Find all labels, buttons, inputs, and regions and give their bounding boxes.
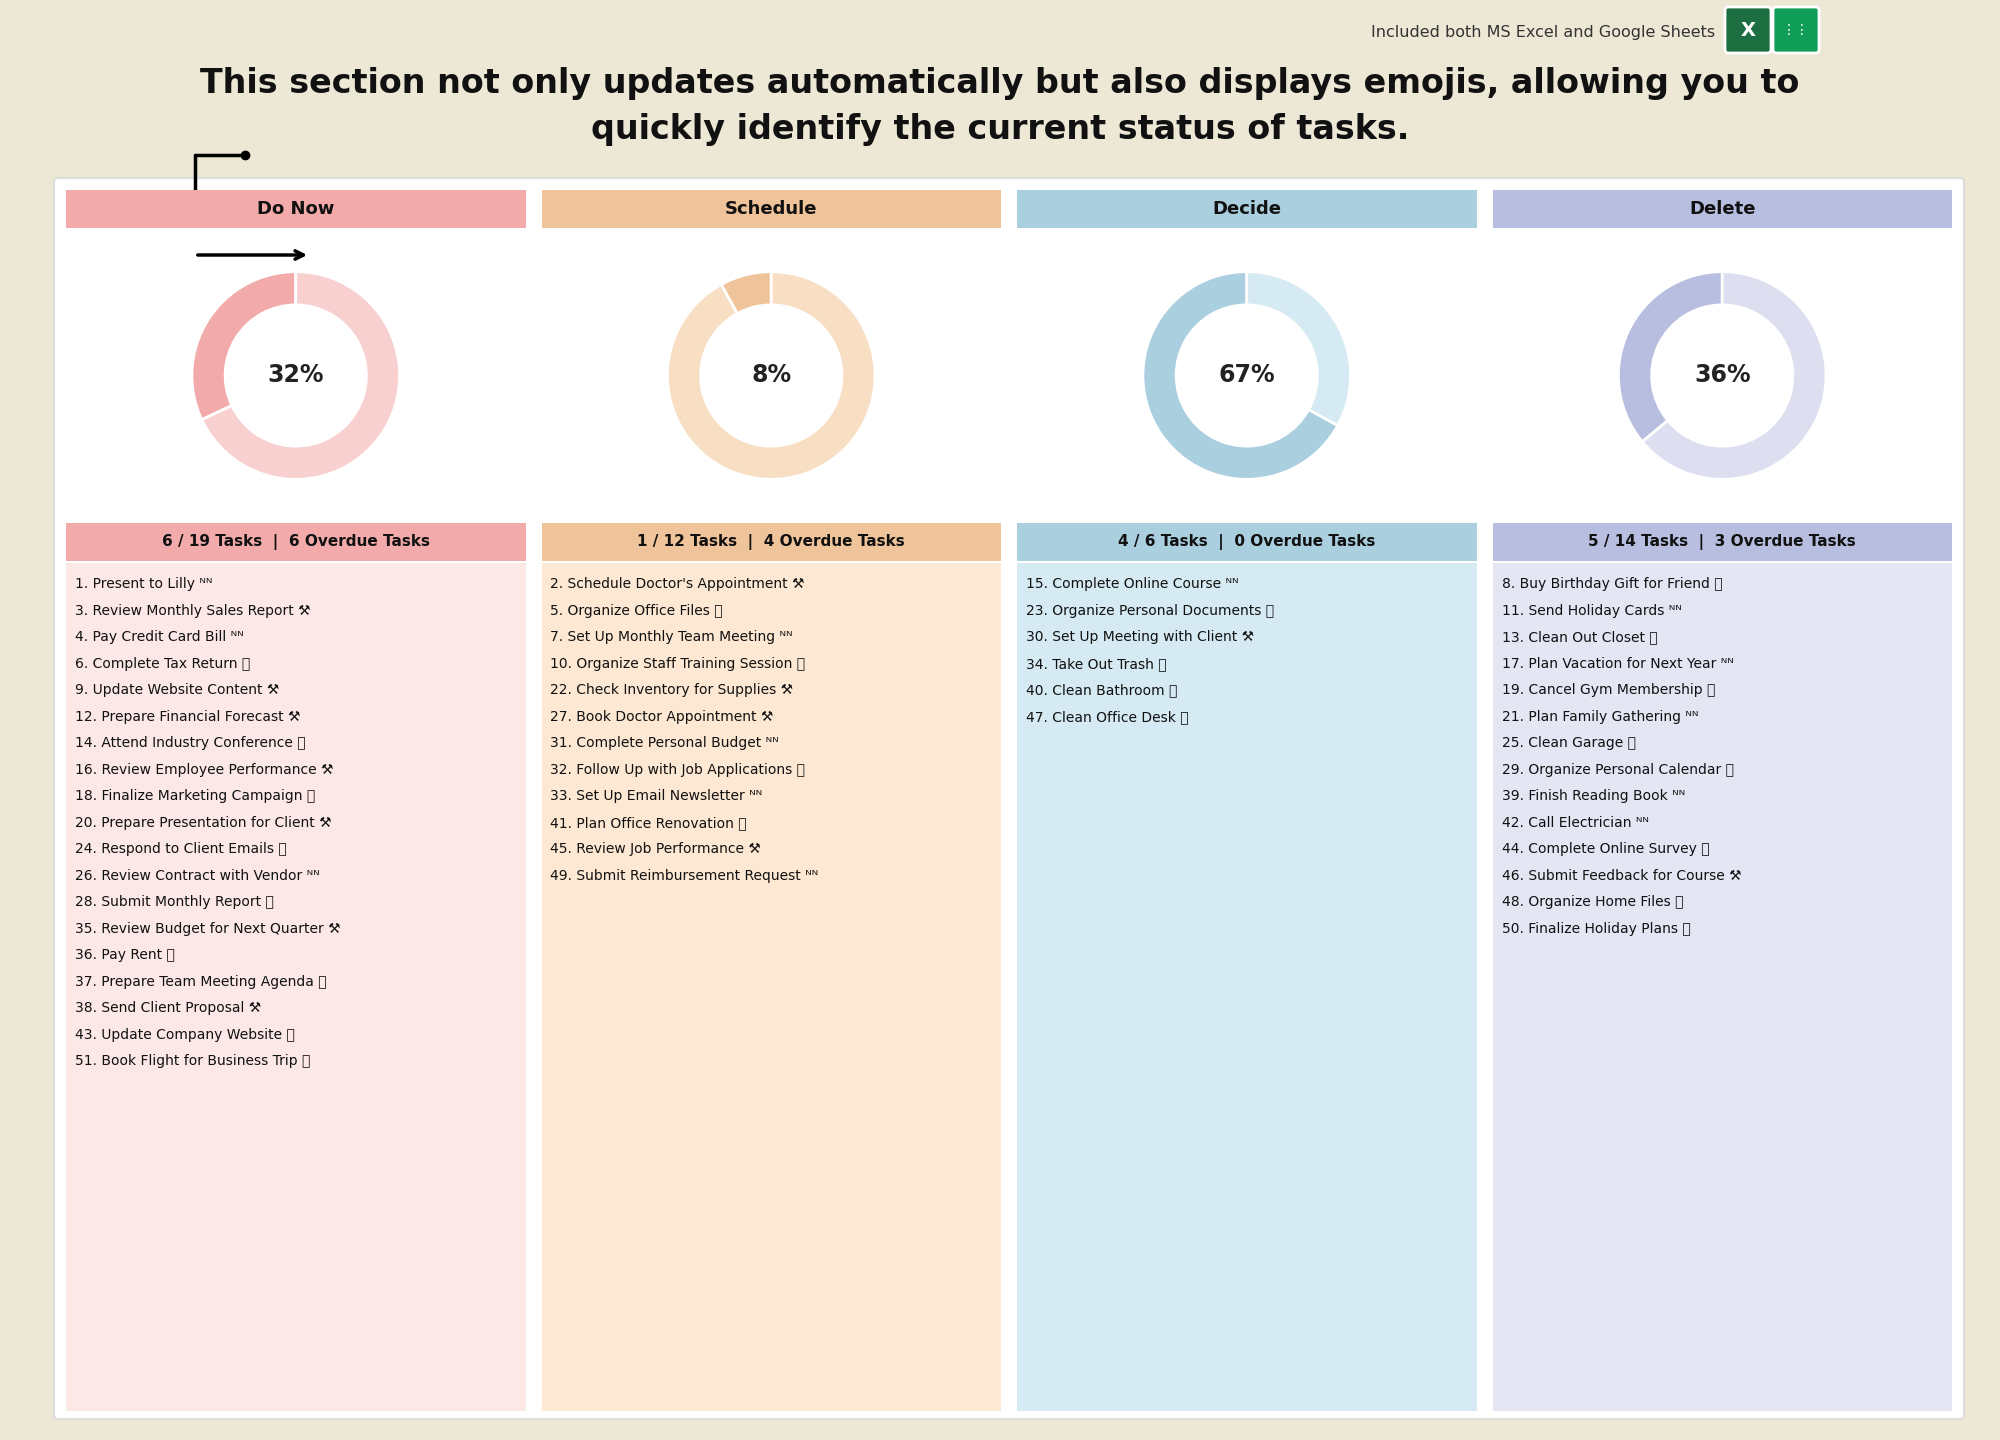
Text: 30. Set Up Meeting with Client ⚒️: 30. Set Up Meeting with Client ⚒️ (1026, 631, 1254, 644)
FancyBboxPatch shape (542, 563, 1002, 1411)
Text: 37. Prepare Team Meeting Agenda ⏸️: 37. Prepare Team Meeting Agenda ⏸️ (76, 975, 326, 989)
Text: 35. Review Budget for Next Quarter ⚒️: 35. Review Budget for Next Quarter ⚒️ (76, 922, 340, 936)
Wedge shape (1142, 272, 1338, 480)
Text: 16. Review Employee Performance ⚒️: 16. Review Employee Performance ⚒️ (76, 763, 334, 776)
Text: 47. Clean Office Desk ✅: 47. Clean Office Desk ✅ (1026, 710, 1188, 724)
Text: 4 / 6 Tasks  |  0 Overdue Tasks: 4 / 6 Tasks | 0 Overdue Tasks (1118, 534, 1376, 550)
FancyBboxPatch shape (66, 190, 526, 228)
Text: 22. Check Inventory for Supplies ⚒️: 22. Check Inventory for Supplies ⚒️ (550, 683, 794, 697)
Text: 11. Send Holiday Cards ᴺᴺ: 11. Send Holiday Cards ᴺᴺ (1502, 603, 1682, 618)
FancyBboxPatch shape (66, 563, 526, 1411)
Text: 29. Organize Personal Calendar ✅: 29. Organize Personal Calendar ✅ (1502, 763, 1734, 776)
Text: 12. Prepare Financial Forecast ⚒️: 12. Prepare Financial Forecast ⚒️ (76, 710, 300, 724)
Text: Decide: Decide (1212, 200, 1282, 217)
Wedge shape (192, 272, 296, 419)
Text: 41. Plan Office Renovation ⏸️: 41. Plan Office Renovation ⏸️ (550, 815, 748, 829)
Text: 38. Send Client Proposal ⚒️: 38. Send Client Proposal ⚒️ (76, 1001, 262, 1015)
Wedge shape (1246, 272, 1350, 426)
Wedge shape (1642, 272, 1826, 480)
Text: 51. Book Flight for Business Trip ⏸️: 51. Book Flight for Business Trip ⏸️ (76, 1054, 310, 1068)
Text: ⋮⋮: ⋮⋮ (1782, 23, 1810, 37)
Text: 19. Cancel Gym Membership ❌: 19. Cancel Gym Membership ❌ (1502, 683, 1714, 697)
Text: 18. Finalize Marketing Campaign ✅: 18. Finalize Marketing Campaign ✅ (76, 789, 316, 804)
FancyBboxPatch shape (54, 179, 1964, 1418)
Text: 34. Take Out Trash ✅: 34. Take Out Trash ✅ (1026, 657, 1166, 671)
Text: 20. Prepare Presentation for Client ⚒️: 20. Prepare Presentation for Client ⚒️ (76, 815, 332, 829)
Text: 33. Set Up Email Newsletter ᴺᴺ: 33. Set Up Email Newsletter ᴺᴺ (550, 789, 762, 804)
Text: 67%: 67% (1218, 363, 1276, 387)
Text: 14. Attend Industry Conference ✅: 14. Attend Industry Conference ✅ (76, 736, 306, 750)
Text: quickly identify the current status of tasks.: quickly identify the current status of t… (590, 114, 1410, 147)
FancyBboxPatch shape (1018, 190, 1476, 228)
Text: This section not only updates automatically but also displays emojis, allowing y: This section not only updates automatica… (200, 68, 1800, 101)
Text: 24. Respond to Client Emails ✅: 24. Respond to Client Emails ✅ (76, 842, 286, 857)
Text: 1. Present to Lilly ᴺᴺ: 1. Present to Lilly ᴺᴺ (76, 577, 212, 592)
Text: 8. Buy Birthday Gift for Friend ✅: 8. Buy Birthday Gift for Friend ✅ (1502, 577, 1722, 592)
Text: 13. Clean Out Closet ✅: 13. Clean Out Closet ✅ (1502, 631, 1658, 644)
Wedge shape (722, 272, 772, 314)
Text: 3. Review Monthly Sales Report ⚒️: 3. Review Monthly Sales Report ⚒️ (76, 603, 310, 618)
Wedge shape (668, 272, 876, 480)
Text: 17. Plan Vacation for Next Year ᴺᴺ: 17. Plan Vacation for Next Year ᴺᴺ (1502, 657, 1734, 671)
Text: 49. Submit Reimbursement Request ᴺᴺ: 49. Submit Reimbursement Request ᴺᴺ (550, 868, 818, 883)
Text: 32%: 32% (268, 363, 324, 387)
Text: Do Now: Do Now (258, 200, 334, 217)
Text: 10. Organize Staff Training Session ⏸️: 10. Organize Staff Training Session ⏸️ (550, 657, 806, 671)
Text: 36. Pay Rent ✅: 36. Pay Rent ✅ (76, 949, 174, 962)
Text: 7. Set Up Monthly Team Meeting ᴺᴺ: 7. Set Up Monthly Team Meeting ᴺᴺ (550, 631, 792, 644)
Text: 28. Submit Monthly Report ✅: 28. Submit Monthly Report ✅ (76, 896, 274, 909)
Text: 48. Organize Home Files ⏸️: 48. Organize Home Files ⏸️ (1502, 896, 1684, 909)
FancyBboxPatch shape (1724, 7, 1772, 53)
Text: Schedule: Schedule (724, 200, 818, 217)
FancyBboxPatch shape (542, 190, 1002, 228)
FancyBboxPatch shape (66, 228, 526, 523)
Text: 43. Update Company Website ⏸️: 43. Update Company Website ⏸️ (76, 1028, 294, 1041)
FancyBboxPatch shape (1492, 228, 1952, 523)
Text: Included both MS Excel and Google Sheets: Included both MS Excel and Google Sheets (1370, 24, 1716, 39)
Text: 5. Organize Office Files ⏸️: 5. Organize Office Files ⏸️ (550, 603, 724, 618)
FancyBboxPatch shape (1774, 7, 1820, 53)
Text: 25. Clean Garage ⏸️: 25. Clean Garage ⏸️ (1502, 736, 1636, 750)
Wedge shape (1618, 272, 1722, 442)
Text: 5 / 14 Tasks  |  3 Overdue Tasks: 5 / 14 Tasks | 3 Overdue Tasks (1588, 534, 1856, 550)
Text: 31. Complete Personal Budget ᴺᴺ: 31. Complete Personal Budget ᴺᴺ (550, 736, 780, 750)
FancyBboxPatch shape (1492, 563, 1952, 1411)
Text: 1 / 12 Tasks  |  4 Overdue Tasks: 1 / 12 Tasks | 4 Overdue Tasks (638, 534, 906, 550)
Text: 6. Complete Tax Return ✅: 6. Complete Tax Return ✅ (76, 657, 250, 671)
Text: 2. Schedule Doctor's Appointment ⚒️: 2. Schedule Doctor's Appointment ⚒️ (550, 577, 804, 592)
Text: 6 / 19 Tasks  |  6 Overdue Tasks: 6 / 19 Tasks | 6 Overdue Tasks (162, 534, 430, 550)
Text: 15. Complete Online Course ᴺᴺ: 15. Complete Online Course ᴺᴺ (1026, 577, 1238, 592)
FancyBboxPatch shape (542, 523, 1002, 562)
Text: Delete: Delete (1688, 200, 1756, 217)
Text: 44. Complete Online Survey ✅: 44. Complete Online Survey ✅ (1502, 842, 1710, 857)
Text: 40. Clean Bathroom ✅: 40. Clean Bathroom ✅ (1026, 683, 1178, 697)
Text: 23. Organize Personal Documents ✅: 23. Organize Personal Documents ✅ (1026, 603, 1274, 618)
Text: 46. Submit Feedback for Course ⚒️: 46. Submit Feedback for Course ⚒️ (1502, 868, 1742, 883)
Text: 26. Review Contract with Vendor ᴺᴺ: 26. Review Contract with Vendor ᴺᴺ (76, 868, 320, 883)
FancyBboxPatch shape (1018, 523, 1476, 562)
Text: 50. Finalize Holiday Plans ✅: 50. Finalize Holiday Plans ✅ (1502, 922, 1690, 936)
Text: 39. Finish Reading Book ᴺᴺ: 39. Finish Reading Book ᴺᴺ (1502, 789, 1684, 804)
Text: 27. Book Doctor Appointment ⚒️: 27. Book Doctor Appointment ⚒️ (550, 710, 774, 724)
FancyBboxPatch shape (1018, 228, 1476, 523)
FancyBboxPatch shape (1018, 563, 1476, 1411)
Text: 9. Update Website Content ⚒️: 9. Update Website Content ⚒️ (76, 683, 280, 697)
Text: 21. Plan Family Gathering ᴺᴺ: 21. Plan Family Gathering ᴺᴺ (1502, 710, 1698, 724)
Text: 4. Pay Credit Card Bill ᴺᴺ: 4. Pay Credit Card Bill ᴺᴺ (76, 631, 244, 644)
Wedge shape (202, 272, 400, 480)
FancyBboxPatch shape (542, 228, 1002, 523)
Text: 36%: 36% (1694, 363, 1750, 387)
FancyBboxPatch shape (1492, 190, 1952, 228)
FancyBboxPatch shape (1492, 523, 1952, 562)
Text: 42. Call Electrician ᴺᴺ: 42. Call Electrician ᴺᴺ (1502, 815, 1648, 829)
Text: 8%: 8% (752, 363, 792, 387)
Text: 45. Review Job Performance ⚒️: 45. Review Job Performance ⚒️ (550, 842, 762, 857)
Text: 32. Follow Up with Job Applications ✅: 32. Follow Up with Job Applications ✅ (550, 763, 806, 776)
Text: X: X (1740, 20, 1756, 39)
FancyBboxPatch shape (66, 523, 526, 562)
